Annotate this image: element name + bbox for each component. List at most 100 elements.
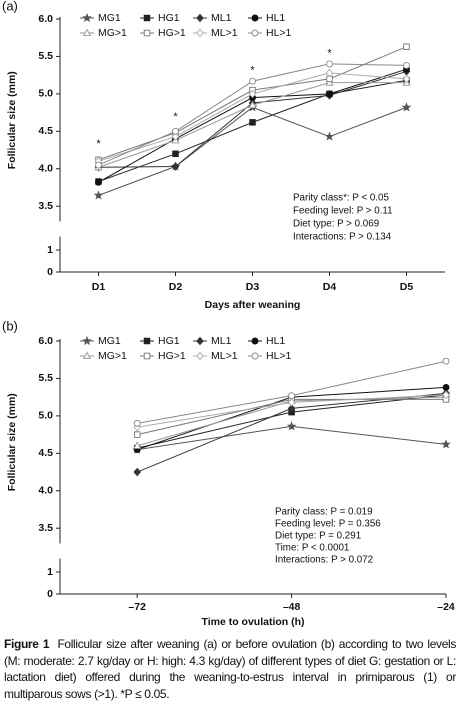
marker <box>82 12 92 23</box>
legend-label: ML1 <box>211 12 232 24</box>
stats-text: Parity class*: P < 0.05 <box>293 193 389 204</box>
marker <box>441 439 451 449</box>
legend-label: ML>1 <box>211 27 238 39</box>
y-tick-label: 3.5 <box>38 522 53 534</box>
marker <box>171 132 180 141</box>
y-tick-label: 4.5 <box>38 447 53 459</box>
marker <box>249 119 256 126</box>
marker <box>287 404 296 413</box>
marker <box>248 89 257 99</box>
legend-label: MG1 <box>98 335 121 347</box>
significance-marker: * <box>250 65 255 77</box>
legend-label: ML>1 <box>211 350 238 362</box>
y-tick-label: 5.5 <box>38 50 53 62</box>
y-tick-label: 5.0 <box>38 410 53 422</box>
stats-text: Diet type: P > 0.069 <box>293 219 379 230</box>
marker <box>286 421 297 431</box>
marker <box>95 178 102 186</box>
marker <box>95 161 102 169</box>
caption-text: Follicular size after weaning (a) or bef… <box>4 637 456 701</box>
y-tick-label: 6.0 <box>38 13 53 25</box>
significance-marker: * <box>173 111 178 123</box>
marker <box>196 336 204 346</box>
chart-panel: (b) 0 1 3.5 4.0 4.5 5.0 5.5 6.0 Follicular size (… <box>2 318 455 627</box>
legend-label: HG>1 <box>158 350 186 362</box>
y-tick-label: 0 <box>47 266 53 278</box>
legend-label: ML1 <box>211 335 232 347</box>
figure: (a) 0 1 3.5 4.0 4.5 5.0 5.5 6.0 Follicular size (… <box>2 0 455 628</box>
marker <box>403 43 410 50</box>
marker <box>196 13 204 23</box>
stats-text: Interactions: P > 0.134 <box>293 232 392 243</box>
marker <box>251 337 259 345</box>
stats-text: Parity class: P = 0.019 <box>275 507 373 518</box>
y-tick-label: 4.5 <box>38 125 53 137</box>
marker <box>133 419 141 427</box>
marker <box>248 100 257 109</box>
legend-label: HG1 <box>158 335 180 347</box>
legend-label: MG1 <box>98 12 121 24</box>
marker <box>442 390 450 400</box>
x-tick-label: –48 <box>283 601 301 613</box>
y-axis-title: Follicular size (mm) <box>6 393 18 491</box>
marker <box>442 357 450 365</box>
marker <box>172 150 179 158</box>
marker <box>251 14 259 22</box>
marker <box>401 102 412 112</box>
marker <box>251 29 259 37</box>
marker <box>143 14 151 22</box>
marker <box>442 383 450 391</box>
marker <box>143 352 151 360</box>
x-tick-label: D5 <box>400 281 414 293</box>
legend-label: HG1 <box>158 12 180 24</box>
marker <box>133 467 142 477</box>
legend-label: MG>1 <box>98 27 127 39</box>
marker <box>171 162 180 171</box>
marker <box>82 335 92 346</box>
y-tick-label: 1 <box>47 566 53 578</box>
caption: Figure 1 Follicular size after weaning (… <box>4 636 456 702</box>
legend-label: HL>1 <box>266 350 292 362</box>
stats-text: Time: P < 0.0001 <box>275 543 349 554</box>
y-tick-label: 6.0 <box>38 335 53 347</box>
marker <box>93 190 104 200</box>
marker <box>249 77 256 85</box>
legend-label: MG>1 <box>98 350 127 362</box>
marker <box>325 78 334 86</box>
x-axis-title: Days after weaning <box>205 299 301 311</box>
legend-label: HL1 <box>266 12 285 24</box>
marker <box>133 431 141 438</box>
y-tick-label: 5.5 <box>38 372 53 384</box>
x-tick-label: D2 <box>169 281 183 293</box>
y-tick-label: 4.0 <box>38 163 53 175</box>
y-tick-label: 1 <box>47 244 53 256</box>
x-tick-label: –72 <box>128 601 146 613</box>
marker <box>326 90 333 98</box>
significance-marker: * <box>96 138 101 150</box>
marker <box>324 131 335 141</box>
y-axis-title: Follicular size (mm) <box>6 71 18 169</box>
marker <box>172 127 179 135</box>
marker <box>133 441 142 449</box>
marker <box>143 337 151 345</box>
marker <box>82 28 92 37</box>
marker <box>287 398 296 407</box>
marker <box>403 61 410 69</box>
marker <box>196 351 204 361</box>
y-tick-label: 3.5 <box>38 200 53 212</box>
legend-label: HG>1 <box>158 27 186 39</box>
chart-panel: (a) 0 1 3.5 4.0 4.5 5.0 5.5 6.0 Follicular size (… <box>2 0 445 311</box>
caption-label: Figure 1 <box>4 637 50 651</box>
legend-label: HL1 <box>266 335 285 347</box>
significance-marker: * <box>327 47 332 59</box>
marker <box>251 352 259 360</box>
y-tick-label: 4.0 <box>38 485 53 497</box>
x-tick-label: D1 <box>92 281 106 293</box>
marker <box>196 28 204 38</box>
panel-label: (b) <box>2 318 18 333</box>
marker <box>326 60 333 68</box>
marker <box>325 68 334 78</box>
marker <box>82 351 92 360</box>
legend-label: HL>1 <box>266 27 292 39</box>
